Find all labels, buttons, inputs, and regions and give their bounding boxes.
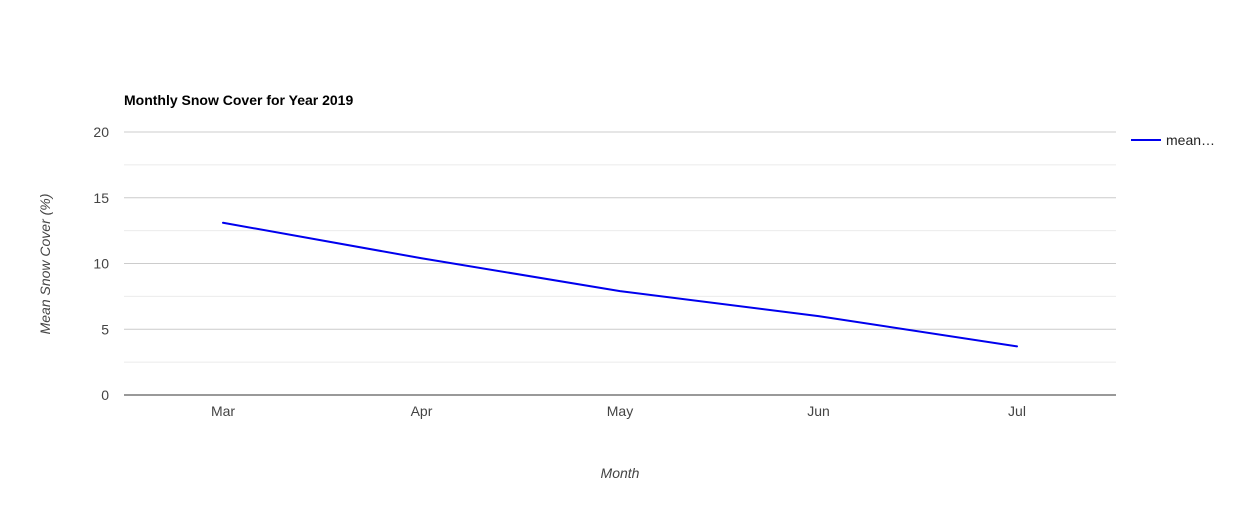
gridlines	[124, 131, 1116, 363]
series-line	[222, 221, 1018, 348]
y-tick-label: 15	[93, 190, 109, 206]
legend: mean…	[1131, 132, 1215, 148]
x-tick-label: Jun	[807, 403, 830, 419]
series-lines	[222, 221, 1018, 348]
axes: 0 5 10 15 20 Mar Apr May Jun Jul	[93, 124, 1116, 419]
x-tick-label: May	[607, 403, 633, 419]
y-tick-label: 20	[93, 124, 109, 140]
chart-title: Monthly Snow Cover for Year 2019	[124, 92, 353, 108]
legend-label: mean…	[1166, 132, 1215, 148]
y-tick-label: 0	[101, 387, 109, 403]
y-tick-label: 5	[101, 321, 109, 337]
x-tick-label: Jul	[1008, 403, 1026, 419]
y-axis-title: Mean Snow Cover (%)	[37, 194, 53, 335]
y-tick-label: 10	[93, 256, 109, 272]
x-axis-title: Month	[601, 465, 640, 481]
x-tick-label: Apr	[411, 403, 433, 419]
x-tick-label: Mar	[211, 403, 235, 419]
